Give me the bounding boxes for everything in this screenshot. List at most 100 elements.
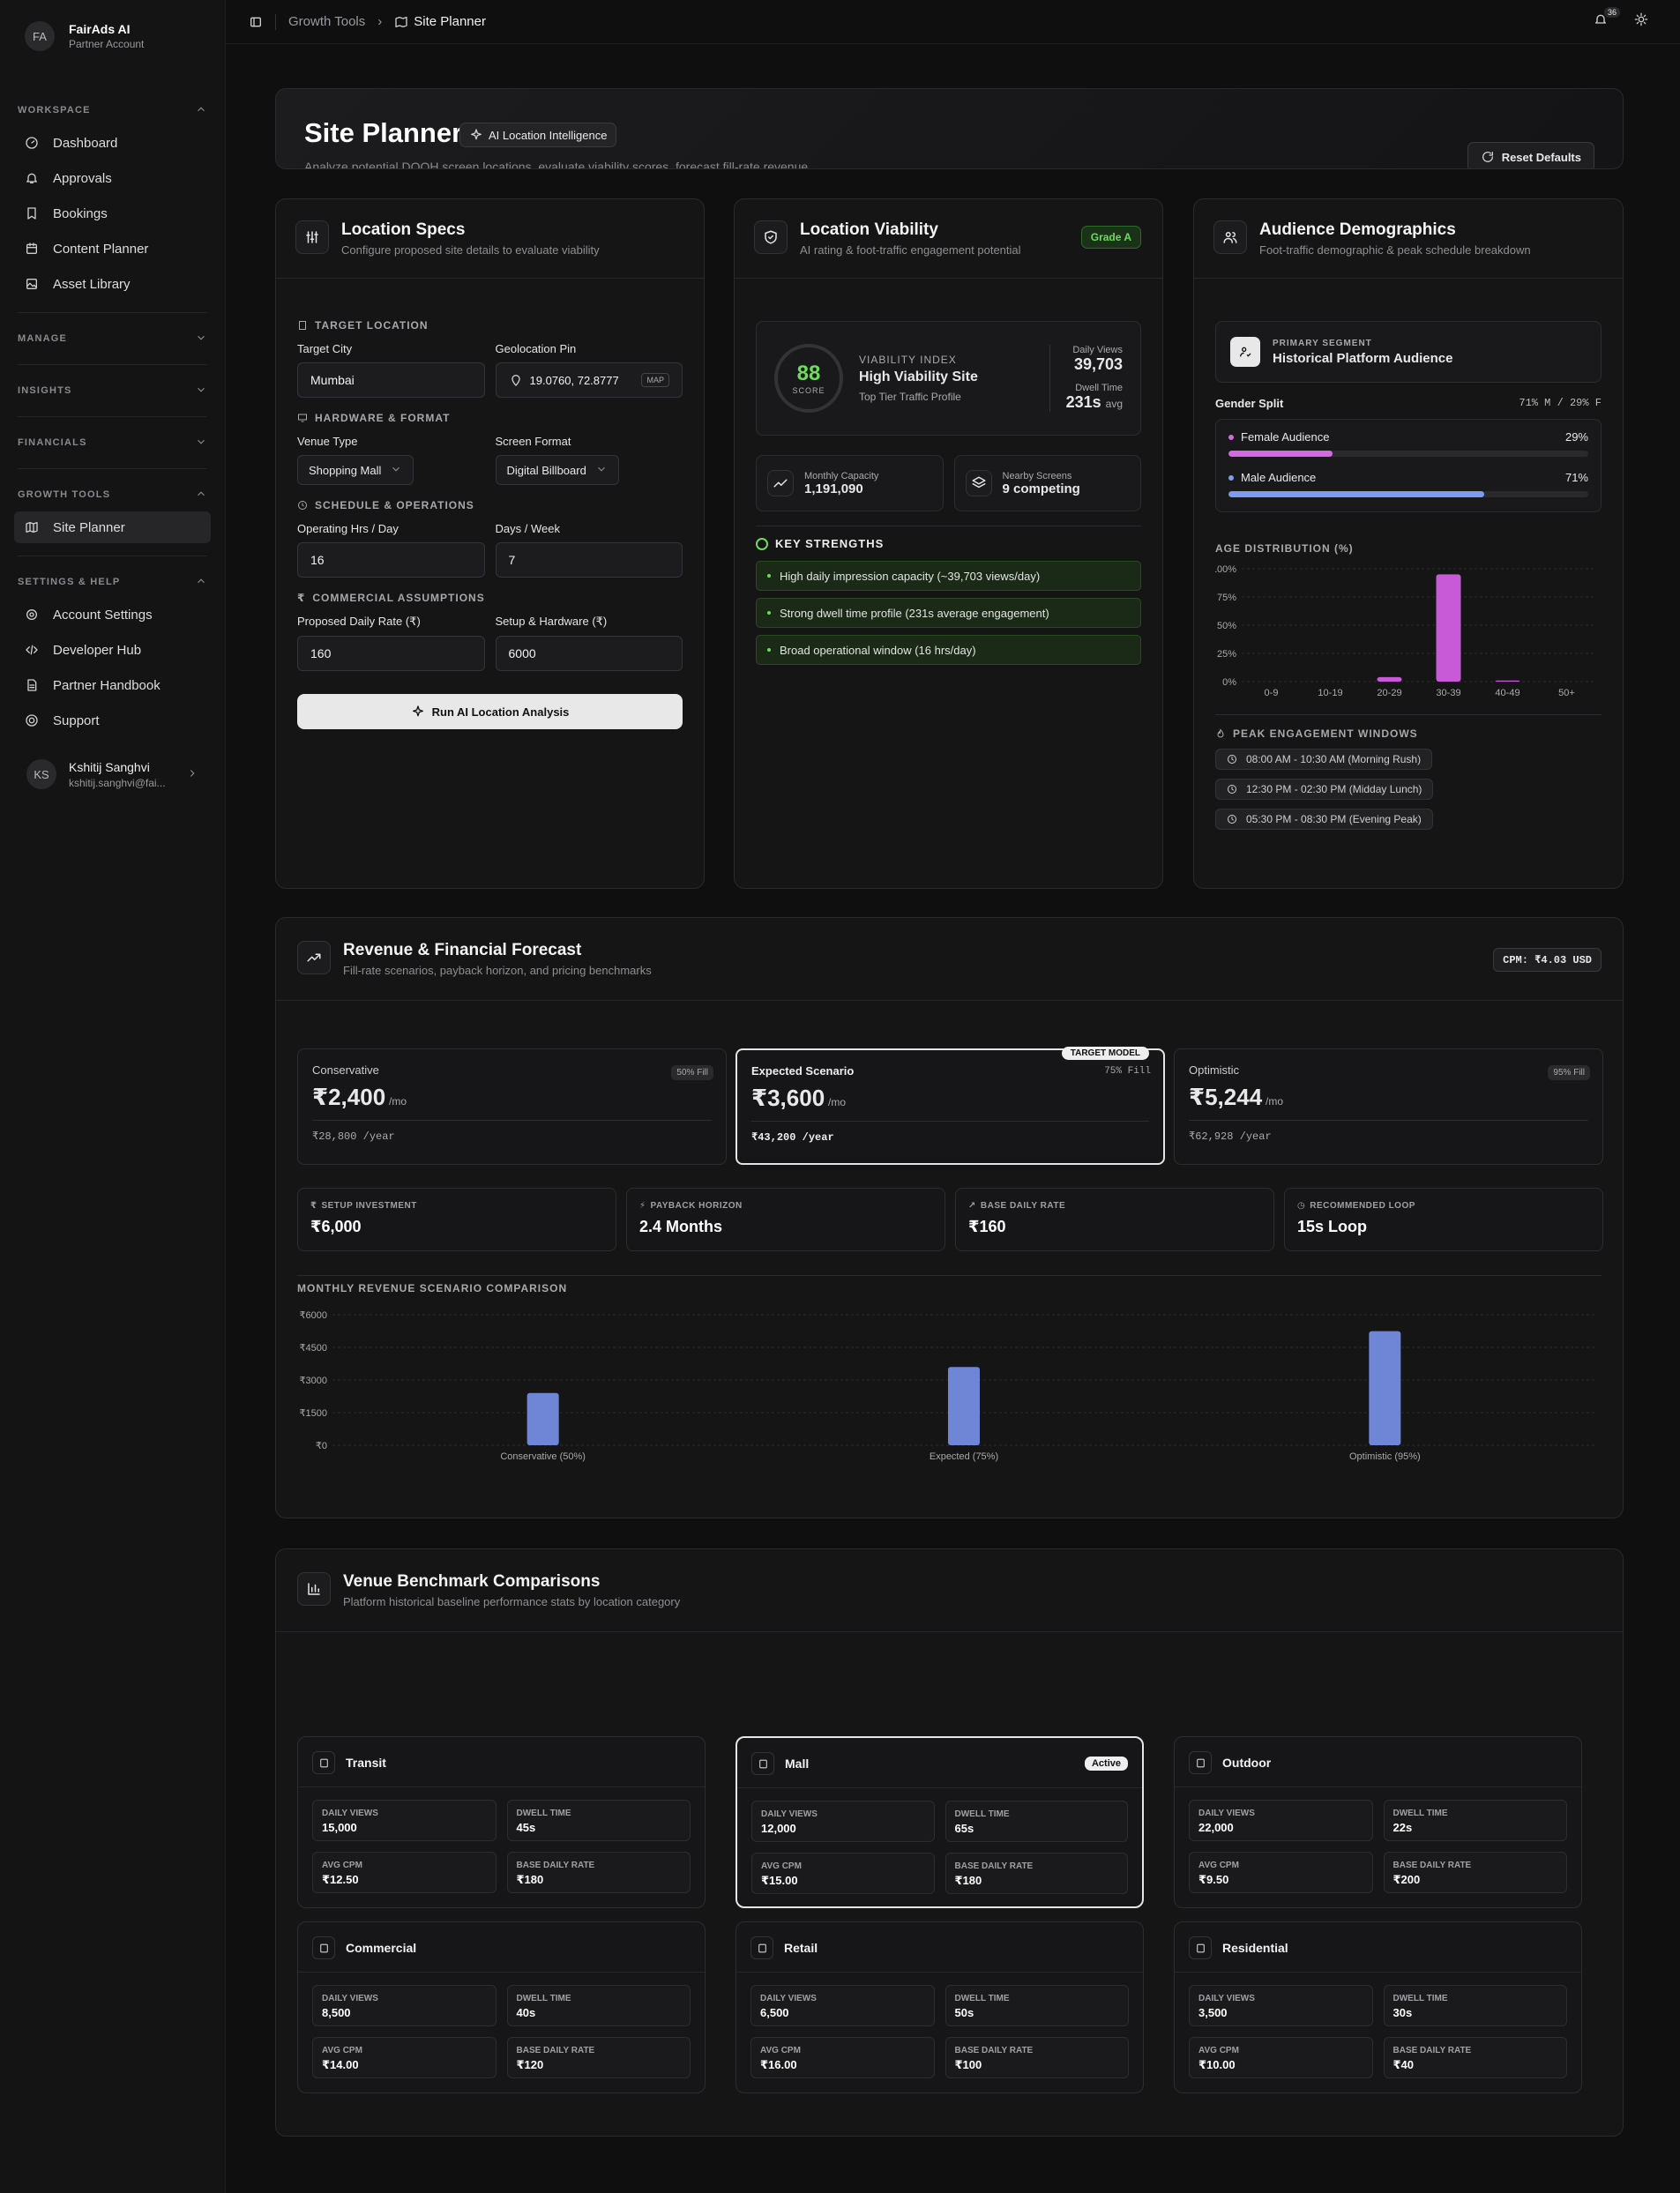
stat-label: DWELL TIME [1393,1994,1448,2003]
key-strengths-heading: KEY STRENGTHS [756,537,1141,550]
page-description: Analyze potential DOOH screen locations,… [304,160,809,169]
divider [18,312,207,313]
location-pin-icon [509,373,523,387]
landmark-icon [1189,1751,1212,1774]
sidebar-item-content-planner[interactable]: Content Planner [14,233,211,265]
venue-header: Residential [1175,1922,1581,1973]
sidebar-item-site-planner[interactable]: Site Planner [14,511,211,543]
fill-badge: 50% Fill [671,1065,713,1080]
venue-card-residential[interactable]: Residential DAILY VIEWS 3,500 DWELL TIME 3… [1174,1921,1582,2093]
venue-card-outdoor[interactable]: Outdoor DAILY VIEWS 22,000 DWELL TIME 22s … [1174,1736,1582,1908]
daily-rate-input[interactable]: 160 [297,636,485,671]
section-workspace[interactable]: WORKSPACE [0,97,225,123]
section-financials[interactable]: FINANCIALS [0,429,225,456]
venue-stat: BASE DAILY RATE ₹180 [945,1853,1128,1894]
x-tick-label: 20-29 [1377,688,1401,698]
user-profile[interactable]: KS Kshitij Sanghvi kshitij.sanghvi@fai... [0,749,225,800]
field-label: Setup & Hardware (₹) [495,615,608,628]
days-per-week-input[interactable]: 7 [495,542,683,578]
map-button[interactable]: MAP [641,373,669,387]
sidebar-toggle-icon[interactable] [249,15,263,29]
screen-format-select[interactable]: Digital Billboard [495,455,619,485]
notification-bell-icon[interactable]: 36 [1594,7,1621,26]
peak-windows-heading: PEAK ENGAGEMENT WINDOWS [1215,727,1602,740]
peak-text: 08:00 AM - 10:30 AM (Morning Rush) [1246,753,1422,765]
bar [1369,1331,1401,1445]
daily-views-label: Daily Views [1072,345,1123,355]
bar [948,1367,980,1445]
venue-type-select[interactable]: Shopping Mall [297,455,414,485]
venue-stat: DWELL TIME 40s [506,1985,691,2026]
bolt-icon: ⚡ [639,1201,646,1211]
stat-value: 3,500 [1198,2006,1228,2019]
select-value: Shopping Mall [309,463,382,477]
age-distribution-chart: 0% 25% 50% 75% 100% 0-9 10-19 20-29 30-39 40-49 50… [1212,564,1596,698]
chevron-up-icon [195,488,207,503]
card-header: Location Viability AI rating & foot-traff… [735,199,1162,279]
y-tick-label: 50% [1217,621,1236,631]
stat-value: ₹16.00 [760,2058,797,2071]
card-header: Venue Benchmark Comparisons Platform hist… [276,1549,1623,1632]
venue-stat: AVG CPM ₹12.50 [312,1852,497,1893]
section-settings-help[interactable]: SETTINGS & HELP [0,569,225,595]
run-analysis-button[interactable]: Run AI Location Analysis [297,694,683,729]
section-insights[interactable]: INSIGHTS [0,377,225,404]
section-label: MANAGE [18,333,68,344]
section-hardware-format: HARDWARE & FORMAT [297,412,683,424]
section-growth-tools[interactable]: GROWTH TOOLS [0,481,225,508]
y-tick-label: 75% [1217,593,1236,603]
sidebar-item-account-settings[interactable]: Account Settings [14,599,211,630]
sidebar-item-approvals[interactable]: Approvals [14,162,211,194]
geolocation-input[interactable]: 19.0760, 72.8777 MAP [495,362,683,398]
setup-cost-input[interactable]: 6000 [495,636,683,671]
sidebar-item-partner-handbook[interactable]: Partner Handbook [14,669,211,701]
breadcrumb-growth-tools[interactable]: Growth Tools [288,14,366,29]
stat-value: ₹100 [954,2058,982,2071]
peak-window-chip: 05:30 PM - 08:30 PM (Evening Peak) [1215,809,1433,830]
sun-icon[interactable] [1634,12,1648,26]
venue-name: Outdoor [1222,1756,1272,1770]
section-label: SETTINGS & HELP [18,577,121,587]
age-distribution-title: AGE DISTRIBUTION (%) [1215,542,1354,555]
card-title: Location Specs [341,220,466,239]
users-icon [1213,220,1247,254]
operating-hours-input[interactable]: 16 [297,542,485,578]
fill-badge: 95% Fill [1548,1065,1590,1080]
sidebar-item-bookings[interactable]: Bookings [14,198,211,229]
venue-stat: DAILY VIEWS 15,000 [312,1800,497,1841]
stat-value: ₹180 [516,1873,544,1886]
card-title: Location Viability [800,220,938,239]
dwell-time-value: 231s [1065,393,1101,411]
brand-header[interactable]: FA FairAds AI Partner Account [0,0,225,72]
scenario-optimistic[interactable]: Optimistic 95% Fill ₹5,244 /mo ₹62,928 /… [1174,1048,1603,1165]
dashboard-icon [25,136,39,150]
stat-value: 30s [1393,2006,1413,2019]
dwell-unit: avg [1105,398,1123,410]
venue-header: Mall Active [737,1738,1142,1788]
sidebar-item-support[interactable]: Support [14,705,211,736]
scenario-expected[interactable]: TARGET MODEL Expected Scenario 75% Fill … [735,1047,1165,1165]
sidebar-item-asset-library[interactable]: Asset Library [14,268,211,300]
x-tick-label: Optimistic (95%) [1349,1451,1421,1462]
scenario-yearly: ₹28,800 /year [312,1130,395,1143]
venue-card-retail[interactable]: Retail DAILY VIEWS 6,500 DWELL TIME 50s AV… [735,1921,1144,2093]
section-manage[interactable]: MANAGE [0,325,225,352]
sidebar-item-dashboard[interactable]: Dashboard [14,127,211,159]
bar [1495,680,1520,682]
metric-label: BASE DAILY RATE [980,1201,1066,1211]
scenario-conservative[interactable]: Conservative 50% Fill ₹2,400 /mo ₹28,800… [297,1048,727,1165]
venue-card-commercial[interactable]: Commercial DAILY VIEWS 8,500 DWELL TIME 40… [297,1921,706,2093]
clock-icon [298,501,307,510]
venue-card-transit[interactable]: Transit DAILY VIEWS 15,000 DWELL TIME 45s … [297,1736,706,1908]
reset-defaults-button[interactable]: Reset Defaults [1467,142,1594,168]
male-label: Male Audience [1241,471,1317,484]
sidebar-item-developer-hub[interactable]: Developer Hub [14,634,211,666]
card-title: Revenue & Financial Forecast [343,941,582,959]
field-label: Screen Format [495,435,571,448]
stat-value: 40s [516,2006,536,2019]
target-city-input[interactable]: Mumbai [297,362,485,398]
venue-card-mall[interactable]: Mall Active DAILY VIEWS 12,000 DWELL TIME 6… [735,1736,1144,1908]
venue-stat: DWELL TIME 65s [945,1801,1128,1842]
card-title: Audience Demographics [1259,220,1456,239]
chevron-down-icon [595,463,608,478]
